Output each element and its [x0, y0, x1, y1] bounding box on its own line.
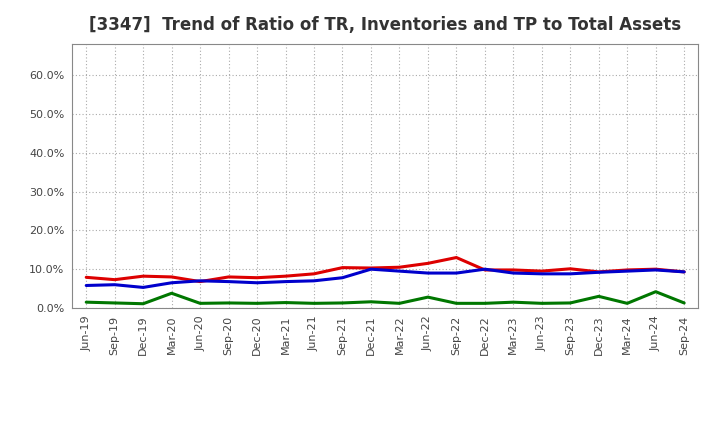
Line: Trade Payables: Trade Payables: [86, 292, 684, 304]
Trade Payables: [310, 301, 318, 306]
Trade Payables: [253, 301, 261, 306]
Inventories: [480, 267, 489, 272]
Title: [3347]  Trend of Ratio of TR, Inventories and TP to Total Assets: [3347] Trend of Ratio of TR, Inventories…: [89, 16, 681, 34]
Inventories: [537, 271, 546, 276]
Trade Payables: [480, 301, 489, 306]
Trade Receivables: [139, 274, 148, 279]
Inventories: [566, 271, 575, 276]
Trade Payables: [395, 301, 404, 306]
Inventories: [452, 271, 461, 276]
Trade Payables: [167, 290, 176, 296]
Trade Payables: [225, 301, 233, 306]
Trade Receivables: [509, 268, 518, 273]
Trade Receivables: [595, 269, 603, 275]
Trade Payables: [82, 300, 91, 305]
Inventories: [595, 270, 603, 275]
Legend: Trade Receivables, Inventories, Trade Payables: Trade Receivables, Inventories, Trade Pa…: [146, 433, 624, 440]
Inventories: [139, 285, 148, 290]
Trade Payables: [196, 301, 204, 306]
Trade Receivables: [623, 268, 631, 273]
Trade Receivables: [167, 274, 176, 279]
Trade Payables: [595, 294, 603, 299]
Inventories: [110, 282, 119, 287]
Trade Payables: [452, 301, 461, 306]
Inventories: [282, 279, 290, 284]
Line: Trade Receivables: Trade Receivables: [86, 257, 684, 282]
Trade Receivables: [680, 269, 688, 275]
Inventories: [395, 268, 404, 274]
Inventories: [338, 275, 347, 280]
Inventories: [366, 267, 375, 272]
Inventories: [509, 271, 518, 276]
Trade Receivables: [310, 271, 318, 276]
Trade Receivables: [452, 255, 461, 260]
Inventories: [196, 278, 204, 283]
Inventories: [623, 268, 631, 274]
Trade Receivables: [480, 268, 489, 273]
Trade Receivables: [395, 264, 404, 270]
Trade Payables: [423, 294, 432, 300]
Trade Receivables: [423, 261, 432, 266]
Inventories: [680, 269, 688, 275]
Trade Receivables: [652, 267, 660, 272]
Inventories: [253, 280, 261, 286]
Trade Payables: [282, 300, 290, 305]
Trade Receivables: [366, 265, 375, 271]
Trade Receivables: [225, 274, 233, 279]
Trade Receivables: [566, 266, 575, 271]
Inventories: [423, 271, 432, 276]
Trade Payables: [366, 299, 375, 304]
Trade Payables: [139, 301, 148, 306]
Inventories: [310, 278, 318, 283]
Trade Receivables: [82, 275, 91, 280]
Trade Payables: [652, 289, 660, 294]
Trade Payables: [110, 301, 119, 306]
Inventories: [82, 283, 91, 288]
Trade Payables: [623, 301, 631, 306]
Trade Payables: [680, 301, 688, 306]
Trade Receivables: [110, 277, 119, 282]
Trade Payables: [537, 301, 546, 306]
Trade Receivables: [282, 274, 290, 279]
Trade Payables: [509, 300, 518, 305]
Trade Payables: [338, 301, 347, 306]
Trade Payables: [566, 301, 575, 306]
Inventories: [652, 268, 660, 273]
Line: Inventories: Inventories: [86, 269, 684, 287]
Inventories: [167, 280, 176, 286]
Trade Receivables: [537, 268, 546, 274]
Trade Receivables: [338, 265, 347, 270]
Trade Receivables: [253, 275, 261, 280]
Inventories: [225, 279, 233, 284]
Trade Receivables: [196, 279, 204, 284]
